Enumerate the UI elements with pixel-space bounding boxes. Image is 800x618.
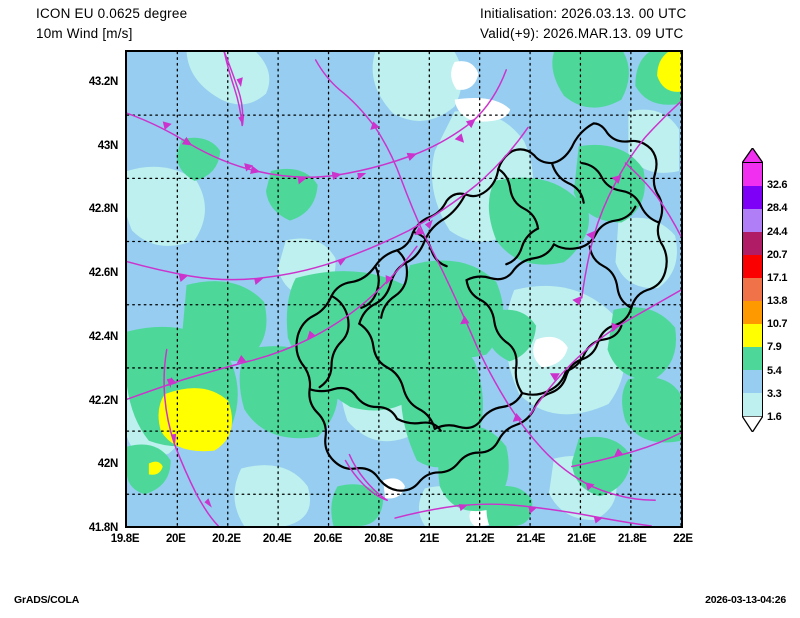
x-axis-tick-label: 20E	[165, 533, 186, 545]
colorbar-tick-label: 17.1	[767, 271, 788, 284]
y-axis-tick-label: 42.2N	[88, 394, 118, 407]
colorbar-band	[743, 393, 762, 416]
valid-time-text: Valid(+9): 2026.MAR.13. 09 UTC	[480, 26, 684, 41]
y-axis-tick-label: 43N	[97, 139, 119, 152]
y-axis-tick-label: 42N	[97, 458, 119, 471]
y-axis-tick-label: 42.6N	[88, 267, 118, 280]
y-axis-tick-label: 42.8N	[88, 203, 118, 216]
credit-label: GrADS/COLA	[14, 594, 80, 606]
colorbar-bottom-arrow	[742, 416, 763, 432]
x-axis-tick-label: 21.2E	[465, 533, 495, 545]
colorbar-tick-label: 10.7	[767, 318, 788, 331]
weather-map-plot[interactable]	[125, 50, 683, 528]
colorbar-tick-label: 20.7	[767, 248, 788, 261]
x-axis-tick-label: 20.8E	[364, 533, 393, 545]
colorbar-band	[743, 301, 762, 324]
colorbar-band	[743, 163, 762, 186]
wind-streamlines	[127, 52, 681, 526]
y-axis-tick-label: 41.8N	[88, 522, 118, 534]
y-axis-tick-label: 42.4N	[88, 330, 118, 343]
model-title: ICON EU 0.0625 degree	[36, 6, 188, 21]
x-axis-tick-label: 20.6E	[313, 533, 343, 545]
colorbar-tick-label: 5.4	[767, 364, 782, 377]
initialisation-text: Initialisation: 2026.03.13. 00 UTC	[480, 6, 687, 21]
colorbar-band	[743, 324, 762, 347]
x-axis-tick-label: 19.8E	[110, 533, 140, 545]
x-axis-tick-label: 21.8E	[617, 533, 647, 545]
colorbar-band	[743, 186, 762, 209]
colorbar-top-arrow	[742, 148, 763, 163]
map-canvas	[127, 52, 681, 526]
colorbar-tick-label: 3.3	[767, 387, 782, 400]
x-axis-tick-label: 20.2E	[212, 533, 241, 545]
x-axis-tick-label: 22E	[673, 533, 693, 545]
colorbar-tick-label: 24.4	[767, 225, 788, 238]
x-axis-tick-label: 21E	[419, 533, 440, 545]
y-axis-tick-label: 43.2N	[88, 75, 118, 88]
x-axis-tick-label: 21.4E	[516, 533, 546, 545]
x-axis-ticks: 19.8E 20E 20.2E 20.4E 20.6E 20.8E 21E 21.2E 21.4…	[111, 533, 693, 553]
colorbar-band	[743, 370, 762, 393]
colorbar-tick-label: 1.6	[767, 411, 782, 423]
generation-timestamp: 2026-03-13-04:26	[705, 594, 786, 606]
colorbar-tick-label: 13.8	[767, 295, 788, 308]
colorbar-band	[743, 278, 762, 301]
colorbar-legend[interactable]: 32.6 28.4 24.4 20.7 17.1 13.8 10.7 7.9 5.4 3.3 1.6	[742, 148, 788, 432]
variable-title: 10m Wind [m/s]	[36, 26, 133, 41]
colorbar-tick-label: 32.6	[767, 179, 788, 192]
colorbar-band	[743, 232, 762, 255]
colorbar-tick-label: 28.4	[767, 202, 788, 215]
streamline-arrowheads	[162, 77, 624, 524]
y-axis-ticks: 43.2N 43N 42.8N 42.6N 42.4N 42.2N 42N 41.8N	[30, 50, 119, 534]
x-axis-tick-label: 21.6E	[567, 533, 596, 545]
colorbar-band	[743, 255, 762, 278]
colorbar-band	[743, 209, 762, 232]
colorbar-tick-label: 7.9	[767, 341, 782, 354]
colorbar-band	[743, 347, 762, 370]
x-axis-tick-label: 20.4E	[262, 533, 292, 545]
colorbar-bands	[742, 162, 763, 417]
